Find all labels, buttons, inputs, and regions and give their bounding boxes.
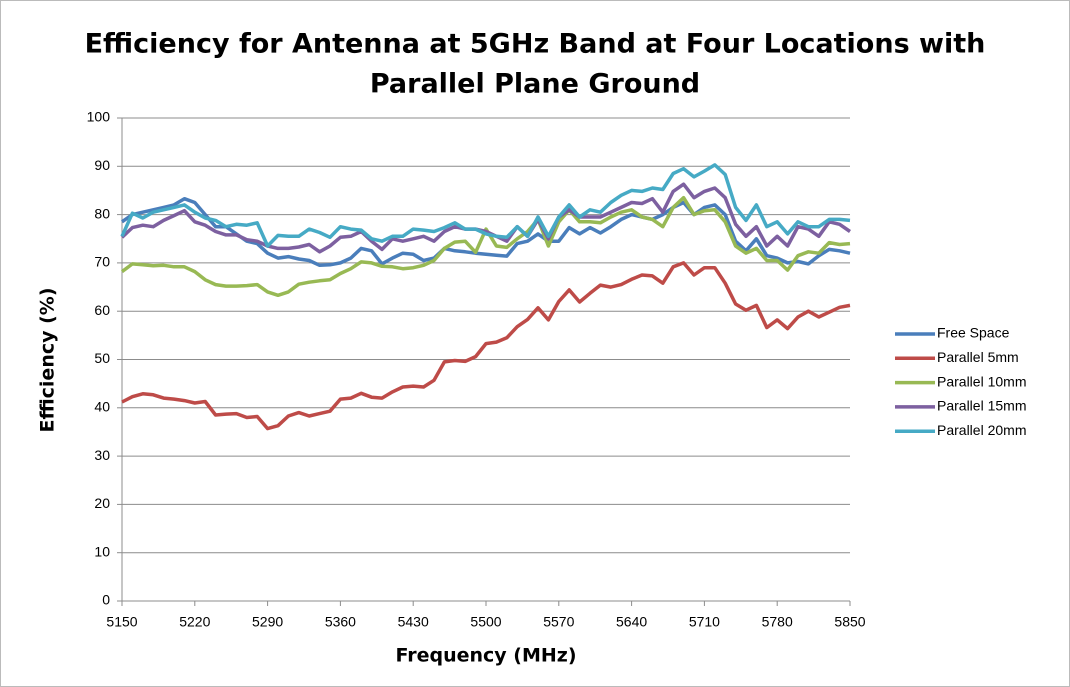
x-tick-label: 5150 — [106, 614, 137, 630]
x-tick-label: 5430 — [398, 614, 429, 630]
x-tick-label: 5500 — [470, 614, 501, 630]
y-tick-label: 80 — [94, 205, 110, 221]
y-tick-label: 0 — [102, 592, 110, 608]
y-axis-label: Efficiency (%) — [37, 287, 59, 432]
legend-label: Parallel 15mm — [937, 398, 1026, 414]
y-tick-label: 40 — [94, 399, 110, 415]
x-tick-label: 5220 — [179, 614, 210, 630]
y-tick-label: 50 — [94, 350, 110, 366]
legend-label: Parallel 20mm — [937, 422, 1026, 438]
legend-label: Parallel 5mm — [937, 349, 1019, 365]
x-tick-label: 5710 — [689, 614, 720, 630]
x-axis-label: Frequency (MHz) — [395, 645, 576, 667]
y-tick-label: 60 — [94, 302, 110, 318]
data-line — [120, 163, 851, 248]
y-tick-label: 70 — [94, 254, 110, 270]
x-tick-label: 5290 — [252, 614, 283, 630]
y-tick-label: 90 — [94, 157, 110, 173]
y-tick-label: 20 — [94, 495, 110, 511]
data-line — [120, 182, 851, 254]
chart-title: Parallel Plane Ground — [370, 69, 700, 100]
y-tick-label: 10 — [94, 543, 110, 559]
x-tick-label: 5570 — [543, 614, 574, 630]
data-line — [120, 195, 851, 298]
y-tick-label: 30 — [94, 447, 110, 463]
legend-label: Free Space — [937, 325, 1010, 341]
x-tick-label: 5360 — [325, 614, 356, 630]
x-tick-label: 5850 — [834, 614, 865, 630]
x-tick-label: 5780 — [762, 614, 793, 630]
x-tick-label: 5640 — [616, 614, 647, 630]
legend-label: Parallel 10mm — [937, 373, 1026, 389]
data-line — [121, 261, 851, 431]
chart-title: Efficiency for Antenna at 5GHz Band at F… — [85, 29, 986, 60]
y-tick-label: 100 — [87, 109, 111, 125]
